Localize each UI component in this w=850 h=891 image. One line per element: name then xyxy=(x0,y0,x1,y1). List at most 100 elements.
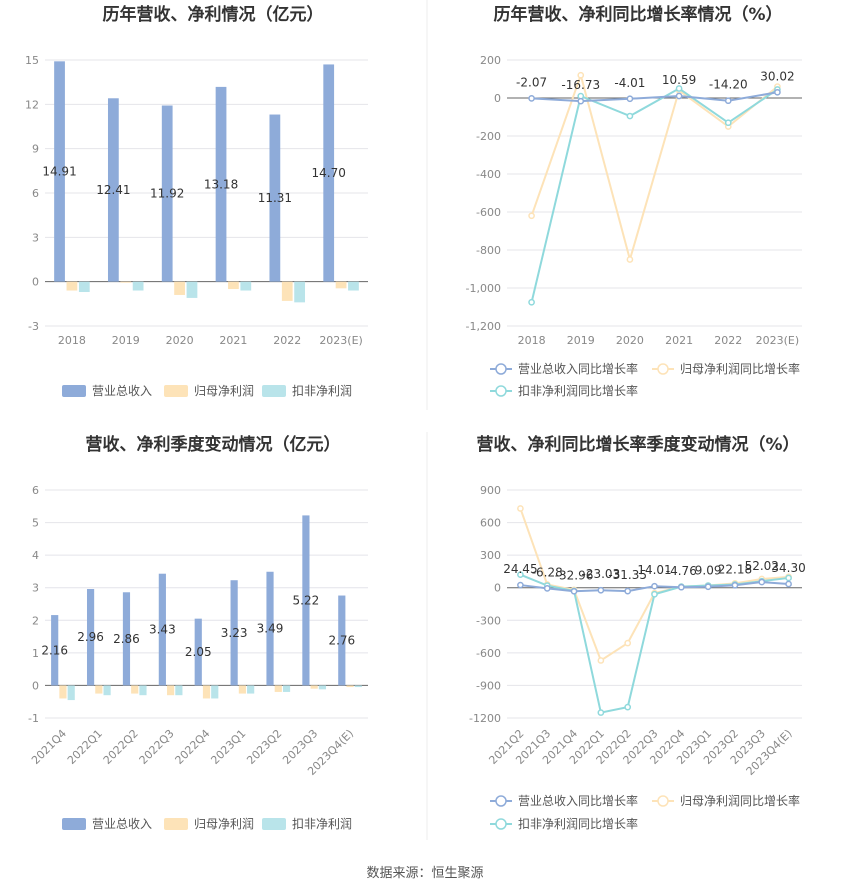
panel2-y-tick-label: -600 xyxy=(476,206,501,219)
panel4-point xyxy=(517,581,524,589)
panel3-x-tick-label: 2022Q3 xyxy=(137,727,177,767)
panel3-data-label: 3.23 xyxy=(221,626,248,640)
panel1-data-label: 11.92 xyxy=(150,187,184,201)
panel2-data-label: -4.01 xyxy=(614,76,645,90)
panel2-legend-label: 归母净利润同比增长率 xyxy=(680,361,800,376)
panel4-legend-label: 归母净利润同比增长率 xyxy=(680,793,800,808)
panel4-point xyxy=(731,581,739,589)
panel1-y-tick-label: 3 xyxy=(32,231,39,244)
panel4-point xyxy=(543,585,551,592)
panel2-x-tick-label: 2023(E) xyxy=(756,334,800,347)
panel1-y-tick-label: 6 xyxy=(32,187,39,200)
panel3-bar-deducted-net-profit xyxy=(67,685,75,701)
panel4-data-label: 14.01 xyxy=(637,563,671,577)
panel2-point xyxy=(626,256,634,263)
panel3-y-tick-label: 1 xyxy=(32,647,39,660)
panel1-y-tick-label: -3 xyxy=(28,320,39,333)
panel3-bar-revenue xyxy=(51,615,59,686)
panel2-legend-marker xyxy=(495,363,507,375)
panel3-bar-deducted-net-profit xyxy=(318,685,327,690)
panel1-bar-revenue xyxy=(107,98,119,282)
panel3-bar-deducted-net-profit xyxy=(139,685,147,696)
panel2-y-tick-label: -200 xyxy=(476,130,501,143)
panel3-bar-deducted-net-profit xyxy=(175,685,183,696)
panel1-bar-revenue xyxy=(215,86,227,282)
panel2-point xyxy=(626,112,634,120)
panel3-bar-revenue xyxy=(194,618,202,686)
panel3-x-tick-label: 2021Q4 xyxy=(29,727,69,767)
panel2-data-label: 10.59 xyxy=(662,73,696,87)
panel1-y-tick-label: 9 xyxy=(32,143,39,156)
panel1-bar-parent-net-profit xyxy=(120,281,132,283)
panel3-bar-parent-net-profit xyxy=(238,685,246,694)
panel2-data-label: -2.07 xyxy=(516,75,547,89)
panel3-y-tick-label: -1 xyxy=(28,712,39,725)
panel3-bar-parent-net-profit xyxy=(202,685,211,699)
panel2-legend-label: 营业总收入同比增长率 xyxy=(518,361,638,376)
panel3-data-label: 2.96 xyxy=(77,630,104,644)
panel4-data-label: 9.09 xyxy=(695,564,722,578)
panel4-point xyxy=(785,574,792,582)
panel2-point xyxy=(724,119,732,127)
panel3-legend-swatch xyxy=(164,818,188,830)
panel4-y-tick-label: -900 xyxy=(476,679,501,692)
panel3-bar-revenue xyxy=(338,595,346,686)
panel2-line-revenue-growth xyxy=(531,91,778,103)
panel1-legend-label: 营业总收入 xyxy=(92,384,152,398)
panel1-bar-revenue xyxy=(269,114,281,282)
panel1-bar-deducted-net-profit xyxy=(240,281,252,291)
panel1-data-label: 14.91 xyxy=(42,164,76,178)
panel1-bar-parent-net-profit xyxy=(66,281,78,291)
panel3-bar-deducted-net-profit xyxy=(247,685,255,694)
panel3-x-tick-label: 2022Q1 xyxy=(65,727,105,767)
panel2-x-tick-label: 2019 xyxy=(567,334,595,347)
panel1-bar-deducted-net-profit xyxy=(294,281,306,303)
panel1-bar-revenue xyxy=(161,105,173,282)
panel2-title: 历年营收、净利同比增长率情况（%） xyxy=(493,4,782,25)
panel4-y-tick-label: -300 xyxy=(476,614,501,627)
panel2-point xyxy=(675,85,683,92)
panel4-point xyxy=(651,590,658,598)
panel4-legend-label: 扣非净利润同比增长率 xyxy=(518,816,638,831)
panel4-point xyxy=(704,583,712,591)
panel4-point xyxy=(758,578,766,586)
panel4-point xyxy=(570,587,578,595)
panel2-y-tick-label: -800 xyxy=(476,244,501,257)
panel3-bar-revenue xyxy=(122,592,131,686)
panel4-title: 营收、净利同比增长率季度变动情况（%） xyxy=(476,434,799,455)
panel4-data-label: -32.96 xyxy=(555,568,594,582)
panel3-bar-parent-net-profit xyxy=(310,685,318,689)
panel3-bar-revenue xyxy=(158,573,166,686)
panel3-bar-revenue xyxy=(86,589,95,686)
panel1-data-label: 13.18 xyxy=(204,177,238,191)
panel1-bar-parent-net-profit xyxy=(335,281,347,289)
panel3-y-tick-label: 3 xyxy=(32,582,39,595)
panel3-x-tick-label: 2022Q2 xyxy=(101,727,141,767)
panel1-legend-swatch xyxy=(62,385,86,397)
panel4-point xyxy=(597,657,605,664)
panel4-point xyxy=(624,703,632,711)
panel1-bar-deducted-net-profit xyxy=(132,281,144,291)
panel1-title: 历年营收、净利情况（亿元） xyxy=(103,4,324,25)
panel4-data-label: 52.02 xyxy=(745,559,779,573)
panel2-y-tick-label: -1,000 xyxy=(466,282,501,295)
panel4-data-label: 34.30 xyxy=(771,561,805,575)
panel1-bar-parent-net-profit xyxy=(281,281,293,301)
panel3-bar-parent-net-profit xyxy=(274,685,282,692)
panel4-legend-label: 营业总收入同比增长率 xyxy=(518,793,638,808)
panel3-y-tick-label: 0 xyxy=(32,679,39,692)
panel2-point xyxy=(577,97,585,105)
panel3-data-label: 3.49 xyxy=(257,622,284,636)
panel2-y-tick-label: -400 xyxy=(476,168,501,181)
panel3-bar-parent-net-profit xyxy=(346,685,354,688)
panel3-y-tick-label: 6 xyxy=(32,484,39,497)
panel2-legend-label: 扣非净利润同比增长率 xyxy=(518,383,638,398)
panel4-data-label: -31.35 xyxy=(608,568,647,582)
panel1-data-label: 14.70 xyxy=(312,166,346,180)
panel4-data-label: 24.45 xyxy=(503,562,537,576)
panel1-x-tick-label: 2019 xyxy=(112,334,140,347)
panel4-point xyxy=(624,587,632,595)
panel2-line-deducted-growth xyxy=(530,87,778,303)
panel2-point xyxy=(675,92,683,100)
